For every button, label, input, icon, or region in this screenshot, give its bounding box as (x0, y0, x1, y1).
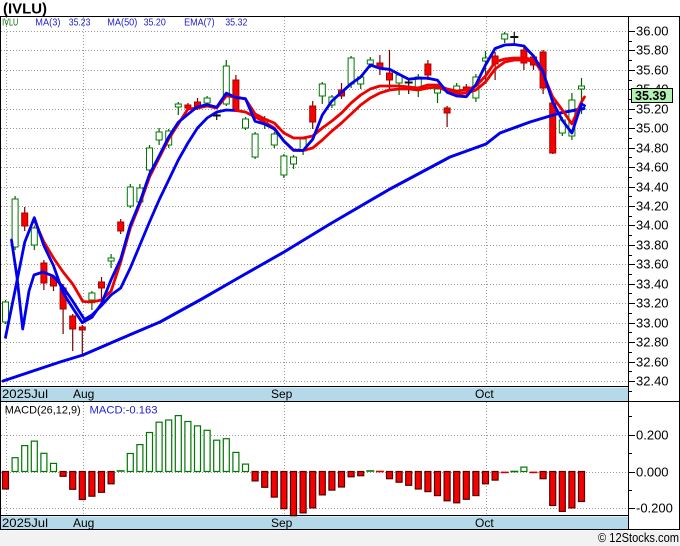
svg-text:2025Jul: 2025Jul (2, 387, 48, 401)
svg-text:35.60: 35.60 (636, 63, 669, 78)
svg-text:Oct: Oct (475, 387, 494, 401)
svg-text:© 12Stocks.com: © 12Stocks.com (598, 531, 679, 545)
svg-text:35.80: 35.80 (636, 43, 669, 58)
svg-text:35.00: 35.00 (636, 121, 669, 136)
svg-text:0.000: 0.000 (636, 465, 669, 480)
svg-text:MA(50): MA(50) (107, 17, 137, 29)
svg-text:34.00: 34.00 (636, 218, 669, 233)
svg-text:33.00: 33.00 (636, 316, 669, 331)
svg-text:-0.200: -0.200 (636, 501, 673, 516)
svg-text:34.60: 34.60 (636, 160, 669, 175)
svg-text:EMA(7): EMA(7) (184, 17, 215, 29)
svg-text:33.20: 33.20 (636, 296, 669, 311)
svg-text:36.00: 36.00 (636, 24, 669, 39)
svg-text:32.40: 32.40 (636, 374, 669, 389)
svg-text:Oct: Oct (475, 516, 494, 530)
svg-text:33.80: 33.80 (636, 238, 669, 253)
svg-text:33.60: 33.60 (636, 257, 669, 272)
svg-text:33.40: 33.40 (636, 277, 669, 292)
svg-text:32.60: 32.60 (636, 355, 669, 370)
svg-text:32.80: 32.80 (636, 335, 669, 350)
svg-text:35.23: 35.23 (69, 17, 91, 29)
svg-text:(IVLU): (IVLU) (3, 2, 47, 18)
svg-text:IVLU: IVLU (2, 17, 18, 29)
svg-text:35.39: 35.39 (635, 89, 666, 103)
svg-text:MACD:-0.163: MACD:-0.163 (90, 405, 158, 417)
svg-text:34.80: 34.80 (636, 141, 669, 156)
svg-text:35.20: 35.20 (636, 102, 669, 117)
svg-text:2025Jul: 2025Jul (2, 516, 48, 530)
svg-text:MA(3): MA(3) (35, 17, 60, 29)
svg-text:34.20: 34.20 (636, 199, 669, 214)
svg-text:0.200: 0.200 (636, 428, 669, 443)
svg-text:Aug: Aug (73, 516, 94, 530)
svg-text:Sep: Sep (271, 516, 293, 530)
svg-text:34.40: 34.40 (636, 180, 669, 195)
svg-text:Aug: Aug (73, 387, 94, 401)
svg-text:Sep: Sep (271, 387, 293, 401)
svg-text:MACD(26,12,9): MACD(26,12,9) (5, 405, 81, 417)
svg-text:35.20: 35.20 (144, 17, 166, 29)
svg-text:35.32: 35.32 (225, 17, 247, 29)
